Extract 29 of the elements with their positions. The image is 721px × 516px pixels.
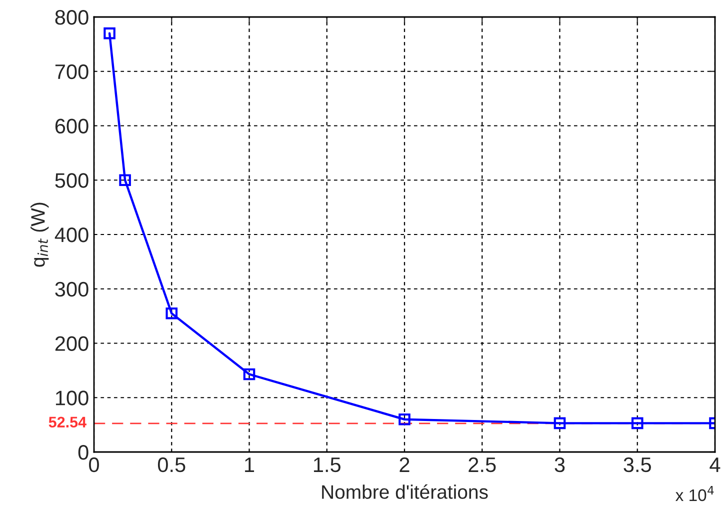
x-axis-title: Nombre d'itérations <box>322 484 488 499</box>
y-tick-label: 800 <box>55 10 88 25</box>
y-axis-title: q$_{int}$ (W) <box>30 202 49 267</box>
point <box>398 413 410 426</box>
x-tick-label: 4 <box>710 458 720 472</box>
point <box>166 307 178 320</box>
text: x 10$^{4}$ <box>676 486 714 502</box>
x-tick-label: 3.5 <box>624 457 651 472</box>
y-tick-label: 700 <box>55 64 88 80</box>
x-tick-label: 1 <box>245 458 254 472</box>
x-tick-label: 0 <box>89 457 99 472</box>
point <box>119 174 131 186</box>
x-tick-label: 3 <box>554 457 565 472</box>
point <box>104 27 116 40</box>
ref-line-label: 52.54 <box>48 416 86 428</box>
y-tick-label: 0 <box>78 445 88 460</box>
y-tick-label: 200 <box>55 336 88 352</box>
y-tick-label: 400 <box>54 228 88 242</box>
point <box>243 368 256 380</box>
point <box>631 417 644 430</box>
x-tick-label: 0.5 <box>158 457 186 472</box>
x-tick-label: 2.5 <box>468 457 496 472</box>
x-tick-label: 2 <box>400 457 410 472</box>
y-tick-label: 600 <box>55 118 88 134</box>
x-tick-label: 1.5 <box>314 458 340 472</box>
y-tick-label: 300 <box>55 282 88 297</box>
y-tick-label: 100 <box>56 390 88 406</box>
point <box>554 417 566 430</box>
y-tick-label: 500 <box>55 173 88 188</box>
